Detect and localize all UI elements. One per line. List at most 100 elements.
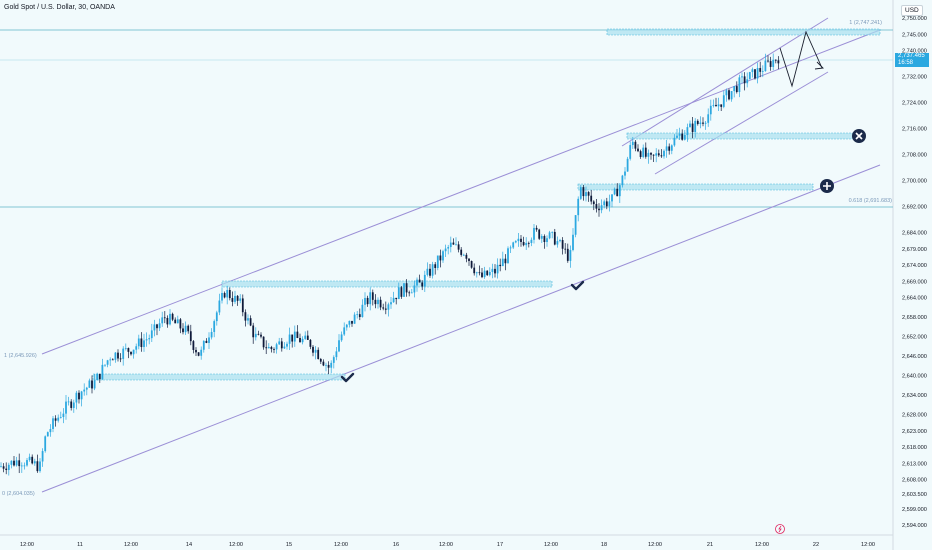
candle-body: [642, 147, 645, 157]
x-tick-label: 12:00: [334, 542, 348, 548]
candle-body: [338, 340, 340, 352]
candle-body: [676, 135, 678, 138]
candle-body: [283, 346, 286, 349]
candle-body: [36, 461, 39, 472]
candle-body: [33, 461, 36, 464]
candle-body: [769, 61, 772, 67]
candle-body: [267, 346, 270, 349]
candle-body: [46, 432, 49, 437]
candle-body: [390, 302, 392, 305]
candle-body: [439, 255, 442, 261]
candle-body: [618, 185, 621, 197]
candle-body: [364, 297, 366, 305]
candle-body: [754, 69, 756, 79]
candle-body: [59, 417, 62, 418]
candle-body: [429, 268, 431, 276]
candle-body: [18, 460, 21, 467]
candle-body: [400, 287, 403, 297]
candle-body: [231, 298, 234, 302]
fib-label-left-top: 1 (2,645.926): [4, 353, 37, 359]
candle-body: [392, 297, 395, 303]
candle-body: [57, 417, 60, 421]
candle-body: [304, 335, 307, 339]
candle-body: [210, 331, 213, 338]
candle-body: [410, 292, 413, 294]
y-tick-label: 2,674.000: [902, 263, 927, 269]
candle-body: [626, 158, 629, 172]
candle-body: [694, 120, 697, 132]
x-tick-label: 12:00: [20, 542, 34, 548]
candle-body: [764, 60, 767, 72]
candle-body: [13, 460, 15, 466]
y-tick-label: 2,613.000: [902, 461, 927, 467]
candle-body: [265, 347, 268, 349]
candle-body: [709, 105, 712, 115]
candle-body: [535, 227, 538, 230]
candle-body: [460, 249, 463, 255]
candle-body: [104, 364, 106, 366]
candle-body: [262, 336, 265, 348]
candle-body: [122, 348, 125, 359]
candle-body: [540, 236, 543, 239]
candle-body: [673, 137, 676, 146]
candle-body: [496, 264, 499, 274]
candle-body: [592, 201, 595, 205]
candle-body: [722, 95, 725, 107]
candle-body: [351, 320, 353, 324]
candle-body: [156, 324, 158, 329]
candle-body: [273, 349, 275, 350]
y-tick-label: 2,599.000: [902, 507, 927, 513]
candle-body: [468, 258, 470, 262]
y-tick-label: 2,608.000: [902, 478, 927, 484]
y-tick-label: 2,692.000: [902, 205, 927, 211]
candle-body: [566, 248, 569, 261]
candle-body: [101, 364, 104, 380]
candle-body: [712, 104, 715, 106]
candle-body: [215, 312, 218, 322]
candle-body: [608, 201, 611, 207]
candle-body: [98, 373, 101, 380]
candle-body: [728, 90, 730, 100]
candle-body: [598, 208, 600, 211]
candle-body: [179, 319, 182, 329]
x-tick-label: 18: [601, 542, 607, 548]
candle-body: [148, 338, 151, 340]
candle-body: [293, 331, 296, 342]
currency-label[interactable]: USD: [901, 5, 923, 16]
candle-body: [405, 283, 408, 293]
candle-body: [2, 466, 5, 469]
candle-body: [512, 242, 515, 248]
candle-body: [611, 194, 613, 202]
candle-body: [416, 279, 418, 286]
candle-body: [291, 334, 294, 342]
candle-body: [91, 380, 93, 389]
candle-body: [504, 258, 507, 264]
candle-body: [447, 247, 450, 249]
x-tick-label: 12:00: [439, 542, 453, 548]
candle-body: [236, 295, 239, 301]
close-icon: [855, 132, 863, 140]
y-tick-label: 2,634.000: [902, 393, 927, 399]
candle-body: [634, 141, 637, 149]
candle-body: [197, 352, 200, 356]
candle-body: [475, 272, 478, 274]
support-zone: [221, 280, 553, 288]
candle-body: [418, 279, 421, 283]
candle-body: [70, 401, 73, 408]
candle-body: [569, 250, 572, 261]
candle-body: [452, 242, 455, 245]
bar-countdown: 16:58: [898, 59, 914, 66]
candle-body: [616, 188, 619, 197]
candle-body: [561, 240, 564, 249]
candle-body: [369, 292, 372, 305]
candle-body: [15, 460, 18, 466]
last-price-badge: 2,737.465 16:58: [895, 52, 929, 67]
candle-body: [322, 361, 325, 366]
candle-body: [213, 321, 216, 332]
resistance-zone: [606, 28, 881, 36]
candle-body: [751, 69, 754, 73]
candle-body: [275, 344, 278, 350]
candle-body: [130, 351, 132, 355]
candle-body: [252, 325, 255, 338]
